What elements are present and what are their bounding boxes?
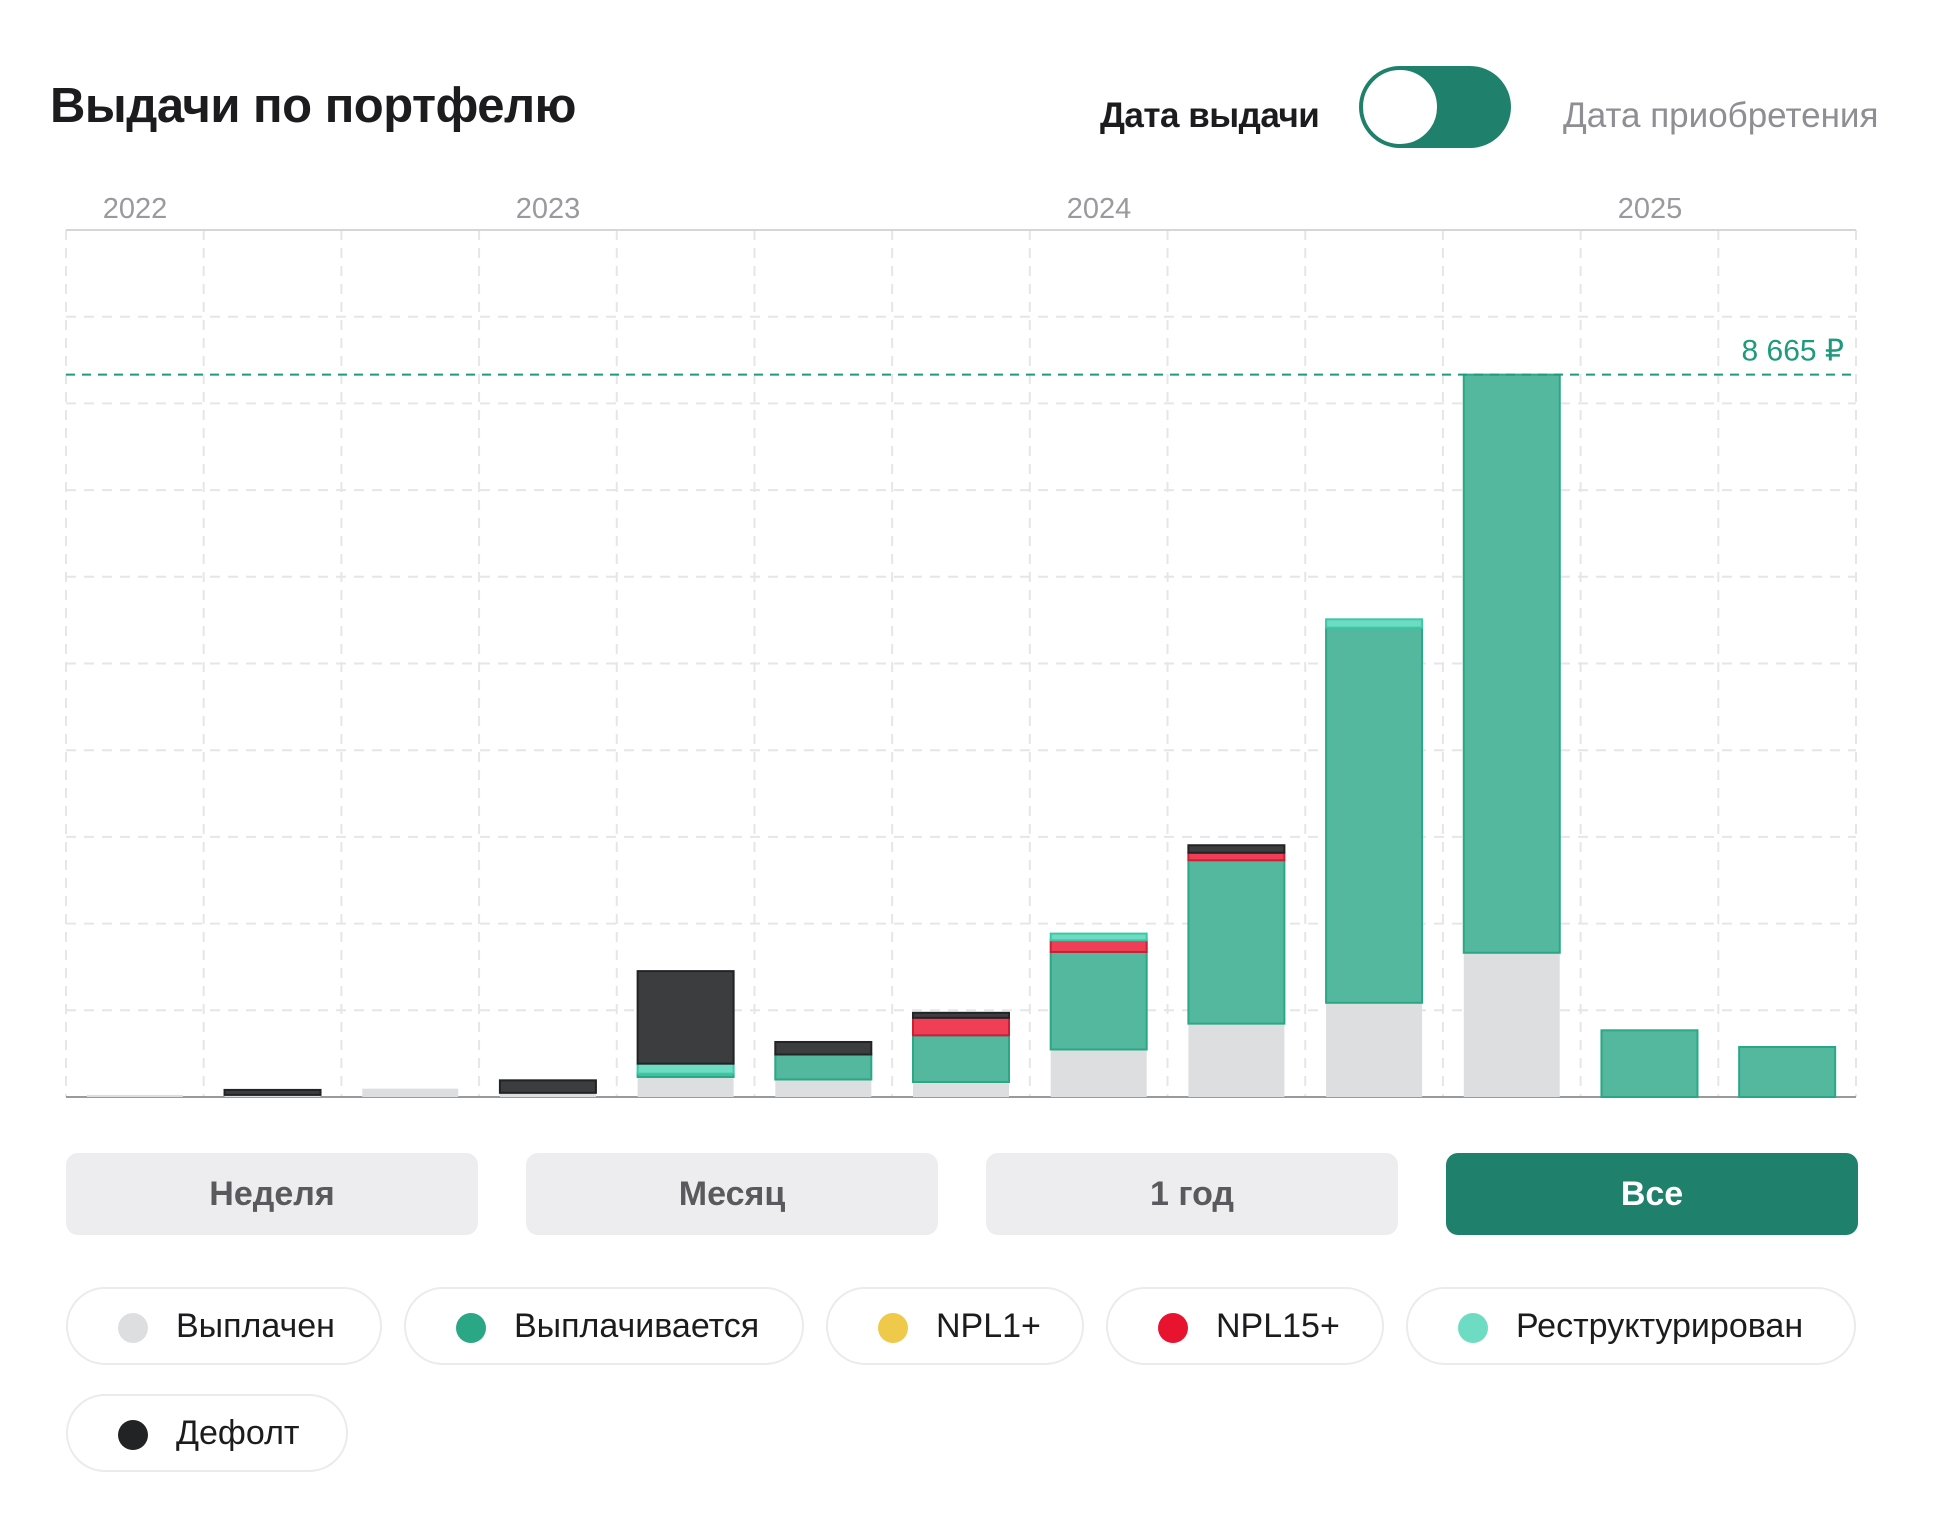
bar-segment-npl15[interactable] (1049, 939, 1148, 953)
legend-label: Выплачивается (514, 1306, 760, 1345)
bar-segment-paying[interactable] (1738, 1045, 1837, 1098)
max-value-label: 8 665 ₽ (1742, 335, 1845, 368)
legend-label: Выплачен (176, 1306, 335, 1345)
bar-segment-paid[interactable] (637, 1076, 734, 1097)
bar-segment-paid[interactable] (775, 1079, 872, 1097)
bar-segment-default[interactable] (498, 1079, 597, 1094)
period-button-week[interactable]: Неделя (66, 1153, 478, 1235)
legend-dot (118, 1420, 148, 1450)
bar-segment-paying[interactable] (1049, 950, 1148, 1051)
legend-item-paying[interactable]: Выплачивается (404, 1287, 804, 1365)
legend-item-npl15[interactable]: NPL15+ (1106, 1287, 1384, 1365)
bar-segment-default[interactable] (1187, 844, 1286, 854)
year-axis: 2022 2023 2024 2025 (103, 193, 1683, 225)
toggle-label-acquisition-date[interactable]: Дата приобретения (1563, 96, 1879, 135)
portfolio-chart: 2022 2023 2024 2025 8 665 ₽ (65, 193, 1857, 1099)
legend-dot (456, 1313, 486, 1343)
year-label: 2024 (1067, 193, 1132, 225)
legend-dot (1158, 1313, 1188, 1343)
legend-label: Дефолт (176, 1413, 300, 1452)
bar-segment-restructured[interactable] (1049, 932, 1148, 942)
bar-segment-paid[interactable] (1326, 1002, 1423, 1097)
period-button-year[interactable]: 1 год (986, 1153, 1398, 1235)
bar-segment-paid[interactable] (1463, 952, 1560, 1097)
toggle-label-issue-date[interactable]: Дата выдачи (1100, 96, 1320, 135)
bar-segment-paying[interactable] (1600, 1029, 1699, 1099)
bar-segment-default[interactable] (636, 970, 735, 1065)
bar-segment-paid[interactable] (499, 1092, 596, 1097)
legend-dot (878, 1313, 908, 1343)
bar-segment-paying[interactable] (774, 1053, 873, 1081)
page-title: Выдачи по портфелю (50, 79, 576, 133)
chart-grid (65, 229, 1857, 1098)
chart-bars (86, 373, 1837, 1099)
bar-segment-paying[interactable] (1325, 626, 1424, 1004)
bar-segment-npl15[interactable] (912, 1016, 1010, 1037)
bar-segment-paying[interactable] (912, 1034, 1010, 1083)
year-label: 2022 (103, 193, 168, 225)
year-label: 2023 (516, 193, 581, 225)
period-button-all[interactable]: Все (1446, 1153, 1858, 1235)
bar-segment-paid[interactable] (1188, 1023, 1285, 1097)
bar-segment-default[interactable] (774, 1040, 873, 1056)
legend-item-paid[interactable]: Выплачен (66, 1287, 382, 1365)
bar-segment-default[interactable] (223, 1088, 322, 1096)
bar-segment-restructured[interactable] (1325, 618, 1424, 629)
bar-segment-default[interactable] (912, 1011, 1010, 1019)
bar-segment-paid[interactable] (1050, 1049, 1147, 1097)
period-button-month[interactable]: Месяц (526, 1153, 938, 1235)
year-label: 2025 (1618, 193, 1683, 225)
bar-segment-paying[interactable] (1462, 373, 1561, 954)
legend-dot (1458, 1313, 1488, 1343)
toggle-knob (1361, 68, 1439, 146)
bar-segment-restructured[interactable] (636, 1062, 735, 1075)
legend-label: NPL15+ (1216, 1306, 1340, 1345)
bar-segment-npl15[interactable] (1187, 851, 1286, 862)
legend-label: Реструктурирован (1516, 1306, 1804, 1345)
bar-segment-paid[interactable] (224, 1094, 321, 1097)
legend-dot (118, 1313, 148, 1343)
bar-segment-paid[interactable] (913, 1081, 1009, 1097)
legend-item-restructured[interactable]: Реструктурирован (1406, 1287, 1856, 1365)
bar-segment-paid[interactable] (86, 1094, 183, 1097)
legend-item-default[interactable]: Дефолт (66, 1394, 348, 1472)
legend-label: NPL1+ (936, 1306, 1041, 1345)
date-mode-toggle[interactable] (1359, 66, 1511, 148)
legend-item-npl1[interactable]: NPL1+ (826, 1287, 1084, 1365)
bar-segment-paying[interactable] (1187, 859, 1286, 1025)
bar-segment-paid[interactable] (362, 1088, 459, 1097)
